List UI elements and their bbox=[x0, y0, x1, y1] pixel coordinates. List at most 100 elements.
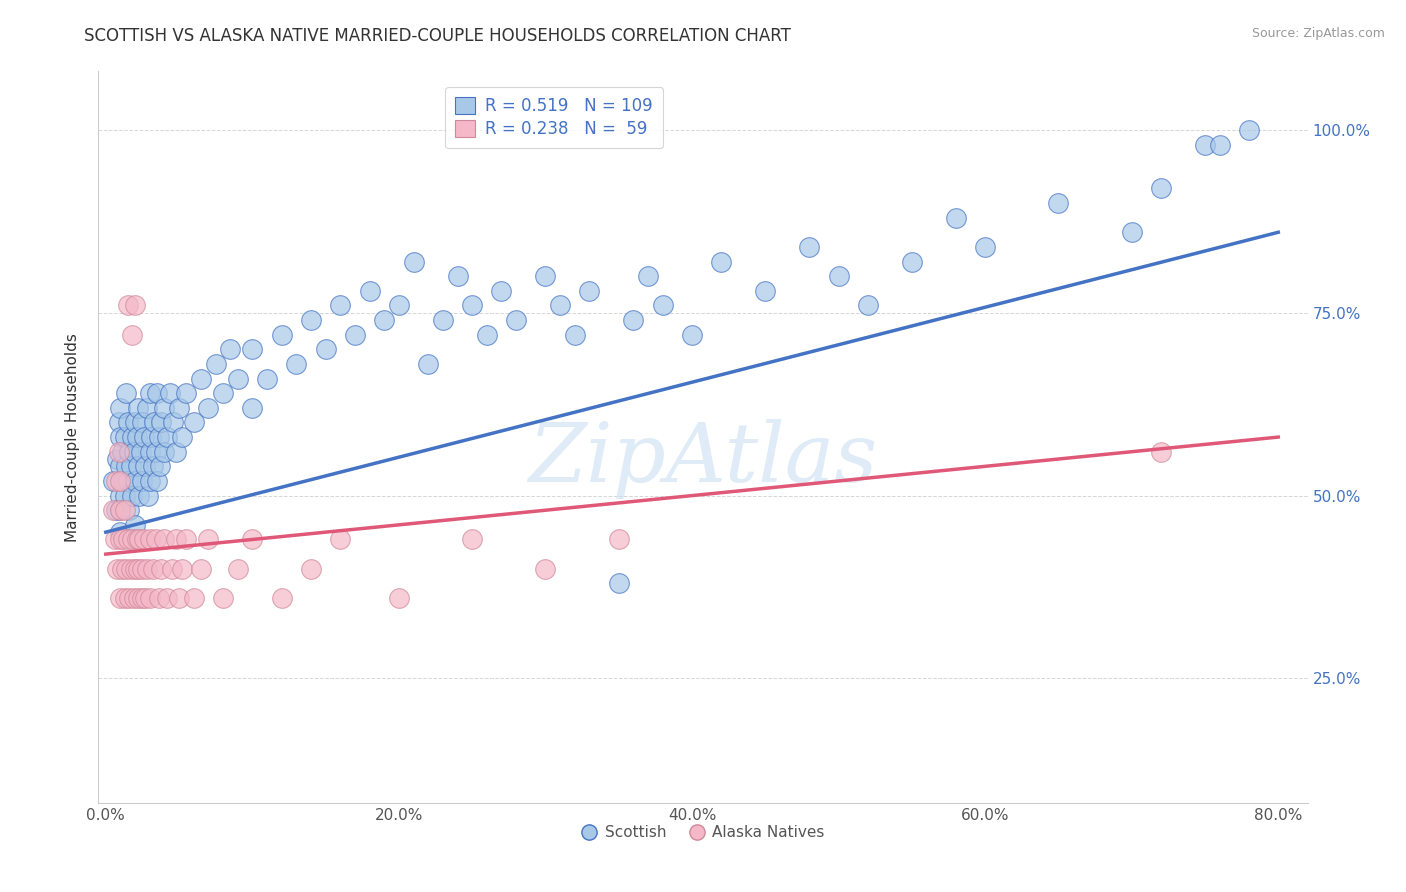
Point bbox=[108, 416, 131, 430]
Legend: Scottish, Alaska Natives: Scottish, Alaska Natives bbox=[575, 819, 831, 847]
Point bbox=[315, 343, 337, 357]
Point bbox=[388, 298, 411, 312]
Point bbox=[710, 254, 733, 268]
Point bbox=[607, 533, 630, 547]
Point bbox=[124, 298, 146, 312]
Point bbox=[122, 591, 145, 605]
Point bbox=[1047, 196, 1070, 211]
Point bbox=[651, 298, 673, 312]
Point bbox=[212, 591, 235, 605]
Point bbox=[121, 533, 143, 547]
Point bbox=[136, 489, 159, 503]
Point bbox=[156, 430, 179, 444]
Point bbox=[165, 533, 187, 547]
Point bbox=[138, 533, 160, 547]
Point bbox=[146, 474, 169, 488]
Point bbox=[901, 254, 924, 268]
Point bbox=[190, 562, 212, 576]
Point bbox=[111, 562, 134, 576]
Point bbox=[112, 533, 135, 547]
Point bbox=[150, 562, 173, 576]
Point bbox=[270, 591, 292, 605]
Point bbox=[153, 533, 176, 547]
Point bbox=[118, 444, 141, 458]
Point bbox=[146, 386, 169, 401]
Point bbox=[167, 401, 190, 415]
Point bbox=[564, 327, 586, 342]
Point bbox=[129, 444, 152, 458]
Point bbox=[388, 591, 411, 605]
Point bbox=[124, 416, 146, 430]
Point bbox=[120, 459, 142, 474]
Point bbox=[637, 269, 659, 284]
Point bbox=[754, 284, 776, 298]
Point bbox=[1194, 137, 1216, 152]
Point bbox=[131, 591, 153, 605]
Point bbox=[143, 416, 166, 430]
Point bbox=[121, 327, 143, 342]
Point bbox=[128, 533, 150, 547]
Point bbox=[117, 416, 139, 430]
Text: SCOTTISH VS ALASKA NATIVE MARRIED-COUPLE HOUSEHOLDS CORRELATION CHART: SCOTTISH VS ALASKA NATIVE MARRIED-COUPLE… bbox=[84, 27, 792, 45]
Point bbox=[1150, 444, 1173, 458]
Point bbox=[799, 240, 821, 254]
Point bbox=[111, 444, 134, 458]
Point bbox=[1150, 181, 1173, 195]
Point bbox=[240, 343, 263, 357]
Point bbox=[138, 386, 160, 401]
Point bbox=[681, 327, 703, 342]
Point bbox=[475, 327, 498, 342]
Point bbox=[162, 416, 184, 430]
Point bbox=[446, 269, 468, 284]
Point bbox=[176, 386, 198, 401]
Point bbox=[240, 533, 263, 547]
Point bbox=[165, 444, 187, 458]
Point bbox=[359, 284, 381, 298]
Point bbox=[402, 254, 425, 268]
Point bbox=[240, 401, 263, 415]
Point bbox=[110, 591, 132, 605]
Point bbox=[131, 562, 153, 576]
Point bbox=[105, 503, 128, 517]
Point bbox=[578, 284, 600, 298]
Point bbox=[125, 533, 148, 547]
Point bbox=[115, 386, 138, 401]
Point bbox=[256, 371, 278, 385]
Point bbox=[127, 459, 149, 474]
Point bbox=[183, 591, 205, 605]
Point bbox=[148, 591, 170, 605]
Point bbox=[329, 533, 352, 547]
Point bbox=[299, 313, 322, 327]
Point bbox=[105, 474, 128, 488]
Point bbox=[134, 459, 156, 474]
Point bbox=[110, 401, 132, 415]
Point bbox=[107, 562, 129, 576]
Point bbox=[110, 503, 132, 517]
Point bbox=[505, 313, 527, 327]
Point bbox=[132, 533, 155, 547]
Point bbox=[114, 430, 136, 444]
Point bbox=[432, 313, 454, 327]
Point bbox=[124, 517, 146, 532]
Point bbox=[197, 401, 219, 415]
Point bbox=[110, 525, 132, 540]
Point bbox=[107, 452, 129, 467]
Point bbox=[103, 533, 125, 547]
Point bbox=[114, 503, 136, 517]
Point bbox=[212, 386, 235, 401]
Point bbox=[170, 562, 193, 576]
Point bbox=[299, 562, 322, 576]
Point bbox=[114, 489, 136, 503]
Point bbox=[117, 298, 139, 312]
Point bbox=[117, 474, 139, 488]
Point bbox=[141, 430, 163, 444]
Point bbox=[132, 430, 155, 444]
Point bbox=[548, 298, 571, 312]
Point bbox=[134, 591, 156, 605]
Point bbox=[190, 371, 212, 385]
Point bbox=[131, 474, 153, 488]
Point bbox=[115, 562, 138, 576]
Point bbox=[534, 562, 557, 576]
Point bbox=[183, 416, 205, 430]
Point bbox=[127, 401, 149, 415]
